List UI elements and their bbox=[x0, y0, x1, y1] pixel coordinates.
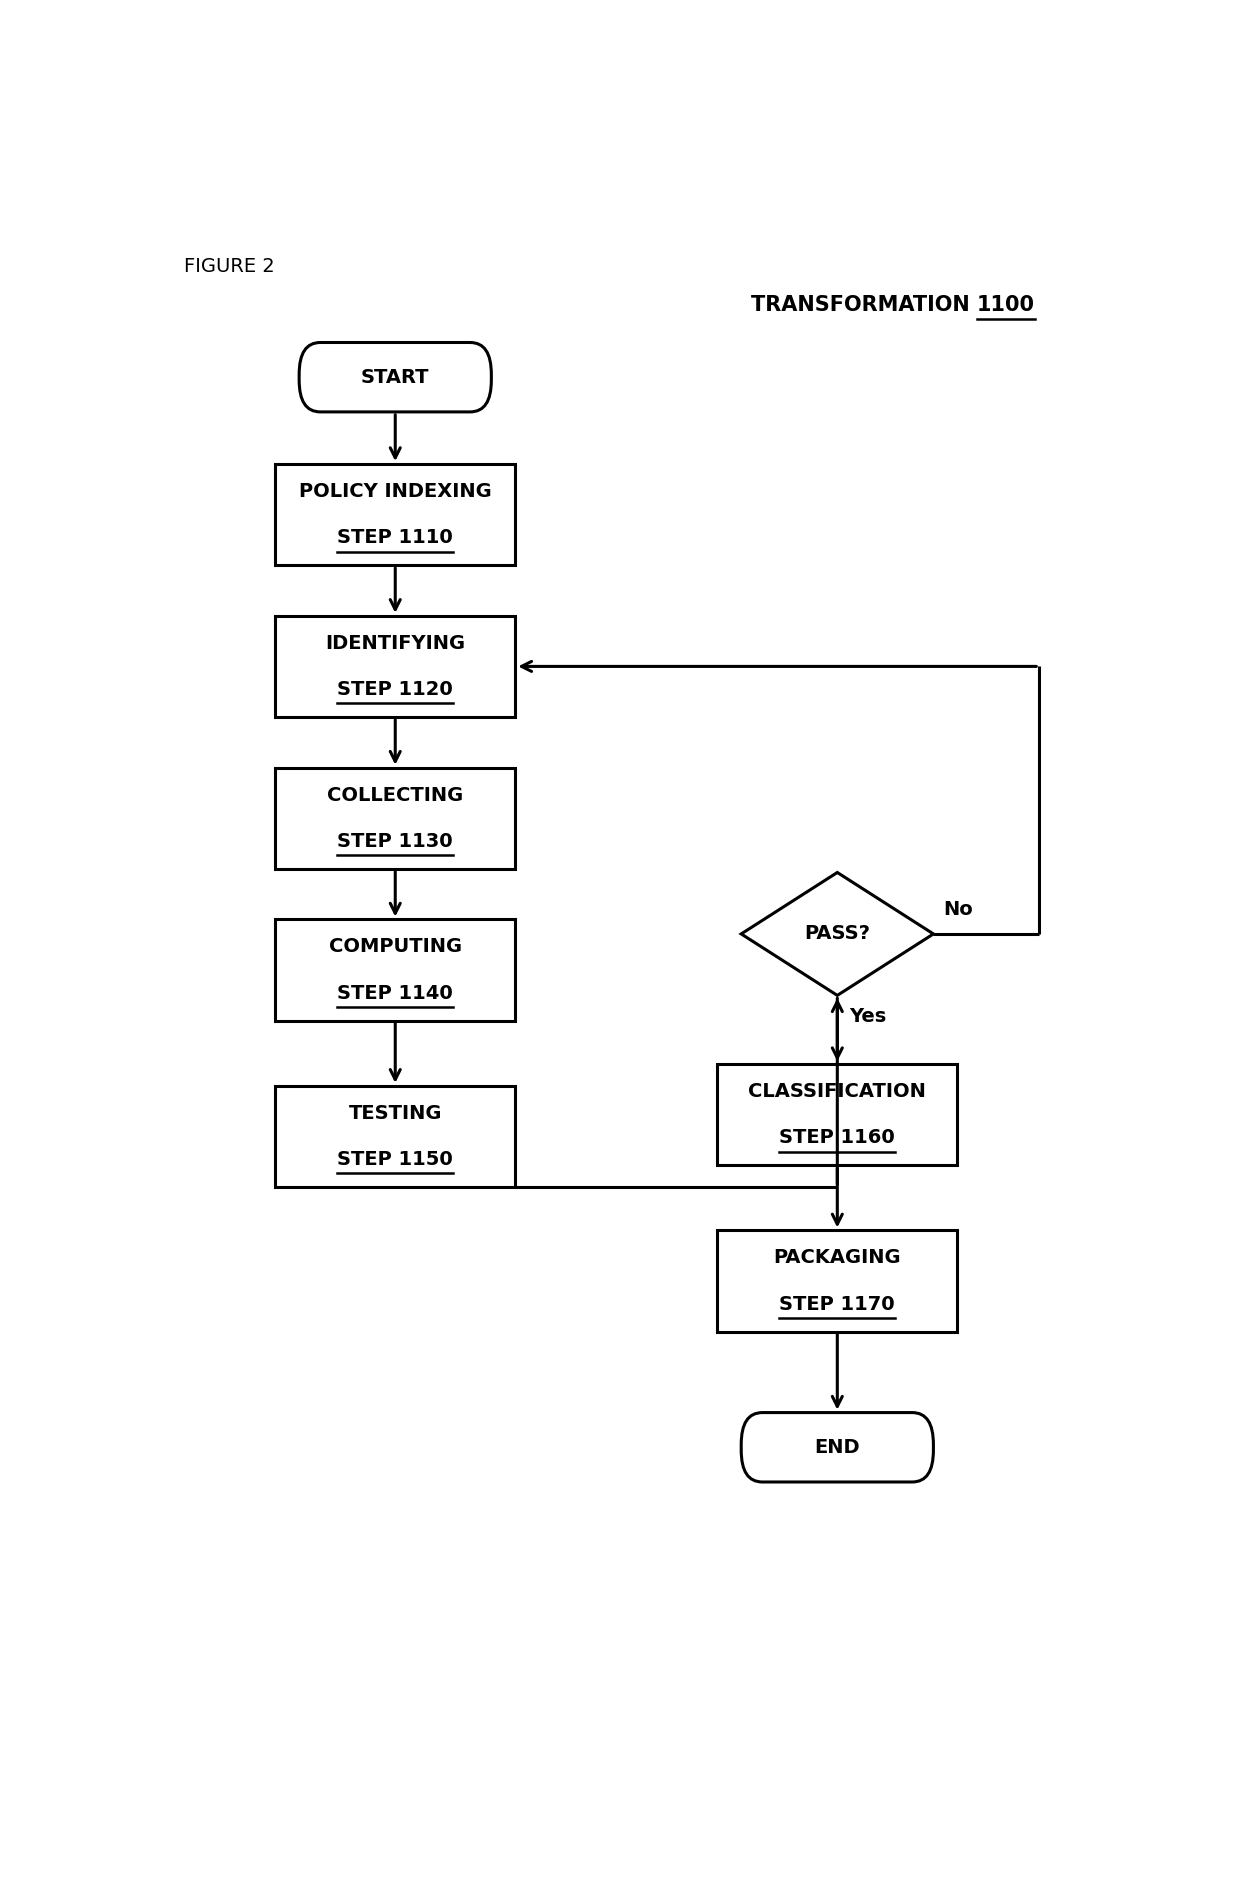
Text: STEP 1160: STEP 1160 bbox=[780, 1129, 895, 1147]
Bar bbox=[717, 1065, 957, 1164]
Text: POLICY INDEXING: POLICY INDEXING bbox=[299, 483, 491, 501]
Bar bbox=[275, 616, 516, 717]
Text: COMPUTING: COMPUTING bbox=[329, 937, 461, 956]
Text: STEP 1120: STEP 1120 bbox=[337, 680, 453, 699]
Bar bbox=[717, 1230, 957, 1332]
Bar bbox=[275, 464, 516, 565]
FancyBboxPatch shape bbox=[742, 1412, 934, 1482]
Text: Yes: Yes bbox=[849, 1007, 887, 1025]
Text: TESTING: TESTING bbox=[348, 1104, 441, 1123]
Text: STEP 1150: STEP 1150 bbox=[337, 1149, 453, 1168]
Text: PASS?: PASS? bbox=[805, 924, 870, 943]
Text: END: END bbox=[815, 1439, 861, 1457]
Text: START: START bbox=[361, 368, 429, 387]
Polygon shape bbox=[742, 873, 934, 995]
Bar bbox=[275, 1085, 516, 1187]
Text: PACKAGING: PACKAGING bbox=[774, 1249, 901, 1268]
Text: STEP 1130: STEP 1130 bbox=[337, 832, 453, 851]
FancyBboxPatch shape bbox=[299, 342, 491, 411]
Bar bbox=[275, 920, 516, 1020]
Text: COLLECTING: COLLECTING bbox=[327, 785, 464, 804]
Text: IDENTIFYING: IDENTIFYING bbox=[325, 633, 465, 654]
Text: STEP 1110: STEP 1110 bbox=[337, 528, 453, 546]
Text: CLASSIFICATION: CLASSIFICATION bbox=[749, 1082, 926, 1101]
Text: 1100: 1100 bbox=[977, 295, 1035, 316]
Text: STEP 1170: STEP 1170 bbox=[780, 1294, 895, 1313]
Bar bbox=[275, 768, 516, 870]
Text: STEP 1140: STEP 1140 bbox=[337, 984, 453, 1003]
Text: No: No bbox=[942, 900, 972, 920]
Text: FIGURE 2: FIGURE 2 bbox=[184, 257, 274, 276]
Text: TRANSFORMATION: TRANSFORMATION bbox=[751, 295, 977, 316]
